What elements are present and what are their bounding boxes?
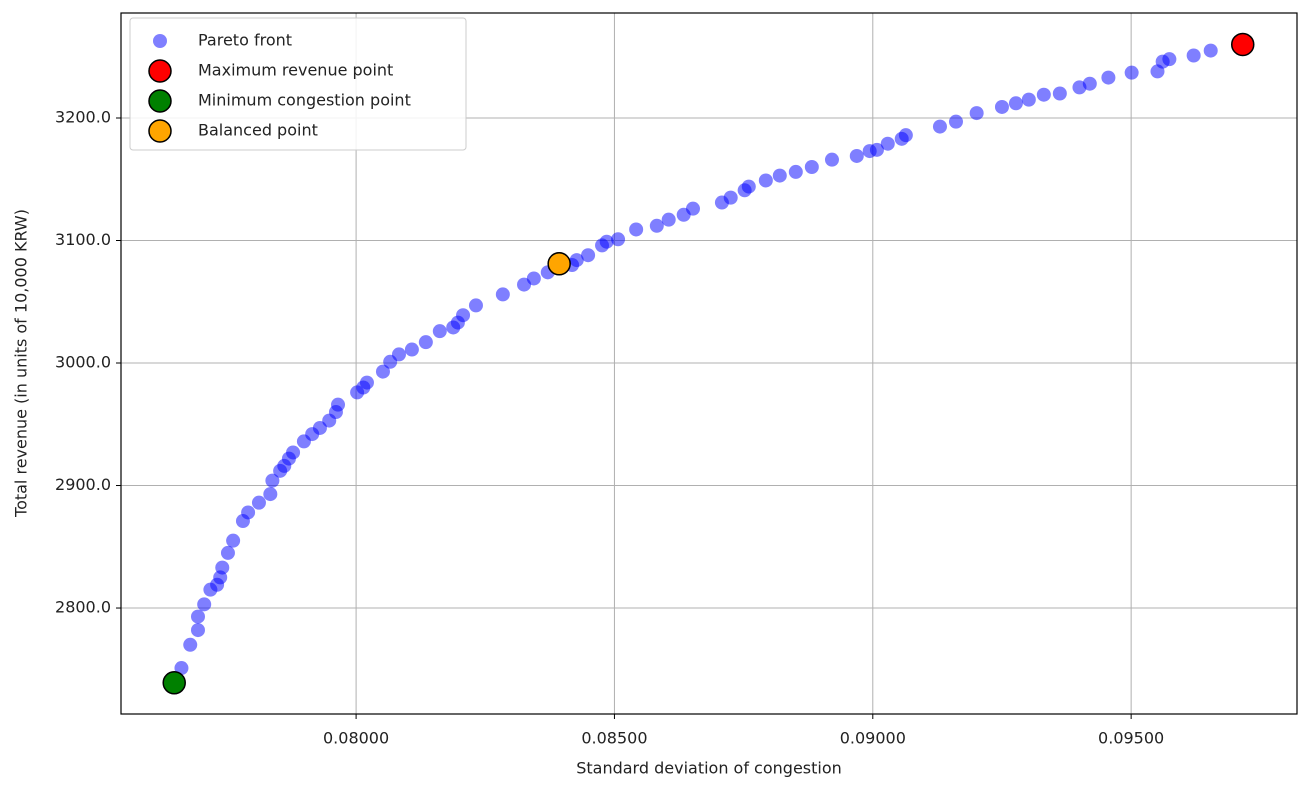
point [758, 173, 773, 188]
point [468, 298, 483, 313]
point [359, 375, 374, 390]
point [183, 637, 198, 652]
x-axis-label: Standard deviation of congestion [576, 759, 842, 778]
y-axis-label: Total revenue (in units of 10,000 KRW) [12, 209, 31, 518]
legend-label: Maximum revenue point [198, 61, 393, 80]
legend-box [129, 17, 467, 151]
point [599, 234, 614, 249]
point [1162, 52, 1177, 67]
point [1230, 32, 1255, 57]
point [495, 287, 510, 302]
point [432, 324, 447, 339]
y-tick-label: 2800.0 [55, 598, 111, 617]
point [263, 487, 278, 502]
point [1008, 96, 1023, 111]
point [375, 364, 390, 379]
x-tick-label: 0.09000 [840, 729, 906, 748]
point [162, 671, 186, 695]
point [685, 201, 700, 216]
point [611, 232, 626, 247]
point [948, 114, 963, 129]
point [898, 128, 913, 143]
x-tick-label: 0.08500 [581, 729, 647, 748]
point [661, 212, 676, 227]
legend-label: Minimum congestion point [198, 91, 411, 110]
point [174, 661, 189, 676]
point [629, 222, 644, 237]
point [265, 473, 280, 488]
x-tick-label: 0.08000 [323, 729, 389, 748]
point [772, 168, 787, 183]
point [880, 136, 895, 151]
point [804, 159, 819, 174]
legend-marker [148, 89, 172, 113]
point [197, 597, 212, 612]
point [649, 218, 664, 233]
point [969, 106, 984, 121]
point [241, 505, 256, 520]
y-tick-label: 2900.0 [55, 475, 111, 494]
point [418, 335, 433, 350]
point [547, 252, 571, 276]
point [215, 560, 230, 575]
point [220, 545, 235, 560]
point [723, 190, 738, 205]
point [226, 533, 241, 548]
legend-marker [153, 34, 167, 48]
point [331, 397, 346, 412]
point [1052, 86, 1067, 101]
point [741, 179, 756, 194]
legend-marker [148, 59, 172, 83]
point [994, 99, 1009, 114]
point [190, 609, 205, 624]
point [1203, 43, 1218, 58]
point [190, 623, 205, 638]
legend-label: Pareto front [198, 31, 292, 50]
x-tick-label: 0.09500 [1098, 729, 1164, 748]
y-tick-label: 3000.0 [55, 353, 111, 372]
y-tick-label: 3100.0 [55, 230, 111, 249]
point [932, 119, 947, 134]
y-tick-label: 3200.0 [55, 107, 111, 126]
point [1036, 87, 1051, 102]
legend-marker [148, 119, 172, 143]
point [251, 495, 266, 510]
point [569, 253, 584, 268]
point [526, 271, 541, 286]
point [391, 347, 406, 362]
point [788, 164, 803, 179]
point [404, 342, 419, 357]
point [824, 152, 839, 167]
point [1124, 65, 1139, 80]
point [1101, 70, 1116, 85]
legend: Pareto front Maximum revenue point Minimum… [129, 17, 467, 151]
point [849, 148, 864, 163]
point [1082, 76, 1097, 91]
point [1186, 48, 1201, 63]
point [286, 445, 301, 460]
point [581, 248, 596, 263]
point [869, 142, 884, 157]
point [456, 308, 471, 323]
point [1021, 92, 1036, 107]
points [162, 32, 1255, 695]
legend-label: Balanced point [198, 121, 318, 140]
